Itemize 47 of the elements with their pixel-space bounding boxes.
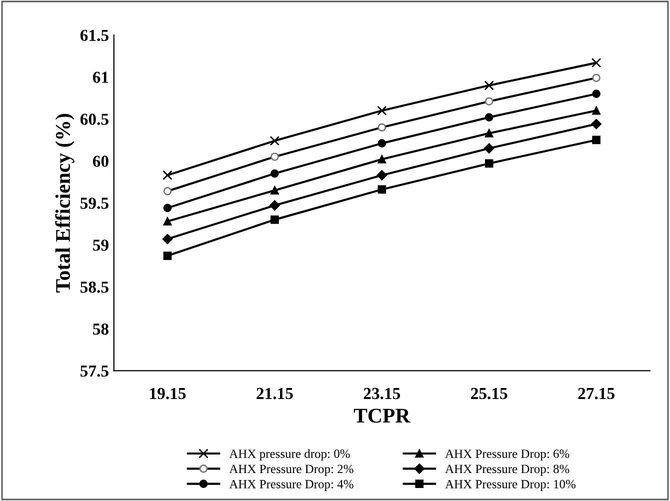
y-tick-label: 59	[93, 240, 108, 251]
point	[484, 113, 494, 122]
point	[592, 106, 600, 115]
legend-label: AHX Pressure Drop: 8%	[445, 464, 570, 476]
point	[592, 90, 600, 98]
point	[163, 252, 172, 260]
point	[162, 234, 173, 244]
point	[484, 80, 494, 90]
y-tick-label: 58	[93, 323, 108, 335]
point	[591, 118, 602, 130]
legend-label: AHX pressure drop: 0%	[229, 449, 350, 461]
x-tick-label: 27.15	[578, 388, 614, 400]
point	[376, 170, 388, 180]
y-axis-title: Total Efficiency (%)	[55, 114, 74, 292]
point	[484, 159, 494, 168]
x-tick-label: 21.15	[256, 388, 293, 400]
legend-label: AHX Pressure Drop: 2%	[229, 464, 354, 476]
point	[270, 186, 279, 194]
point	[592, 136, 600, 144]
x-tick-label: 23.15	[364, 388, 400, 400]
point	[270, 136, 280, 146]
y-tick-label: 58.5	[80, 282, 108, 293]
y-tick-label: 60	[92, 156, 108, 167]
point	[378, 185, 386, 194]
point	[270, 169, 279, 178]
point	[377, 106, 387, 116]
point	[484, 129, 494, 138]
point	[163, 217, 172, 226]
point	[162, 170, 172, 180]
point	[163, 204, 172, 212]
point	[484, 143, 494, 154]
legend-label: AHX Pressure Drop: 4%	[229, 480, 354, 491]
point	[378, 155, 386, 164]
point	[270, 216, 279, 224]
x-tick-label: 19.15	[150, 388, 186, 400]
point	[591, 58, 602, 68]
point	[270, 200, 280, 211]
y-tick-label: 61	[92, 72, 108, 83]
x-tick-label: 25.15	[471, 388, 508, 400]
y-tick-label: 60.5	[80, 114, 108, 126]
legend-label: AHX Pressure Drop: 10%	[445, 480, 576, 491]
y-tick-label: 59.5	[80, 198, 108, 209]
x-axis-title: TCPR	[354, 408, 410, 423]
point	[378, 139, 386, 148]
y-tick-label: 57.5	[80, 366, 108, 377]
y-tick-label: 61.5	[80, 30, 108, 42]
legend-label: AHX Pressure Drop: 6%	[445, 450, 570, 461]
